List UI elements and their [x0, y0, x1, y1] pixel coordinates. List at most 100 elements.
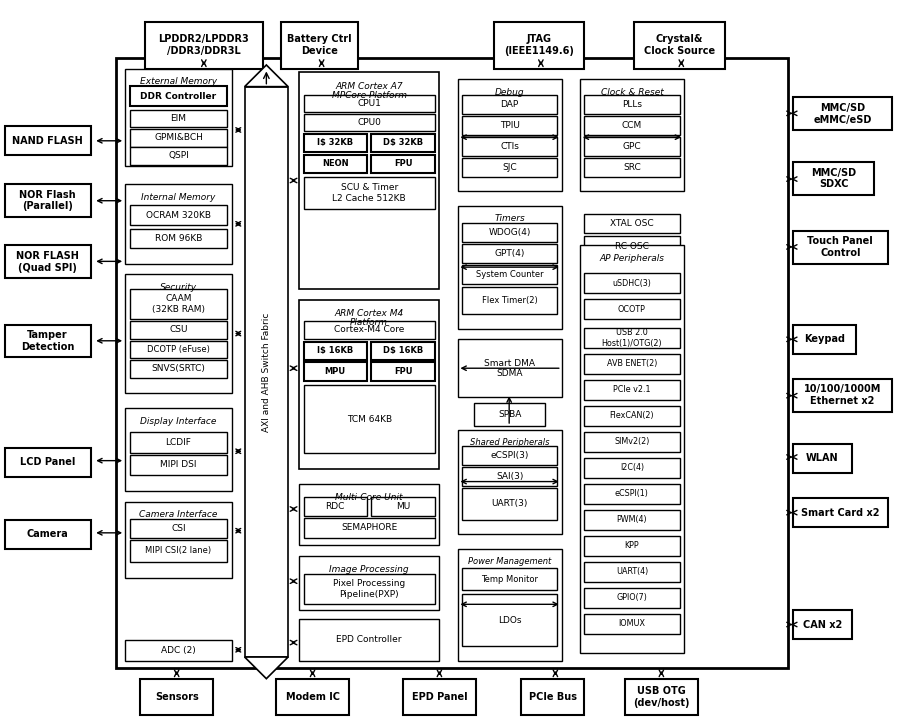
- FancyBboxPatch shape: [140, 679, 213, 715]
- Text: Flex Timer(2): Flex Timer(2): [482, 296, 537, 305]
- Text: SIMv2(2): SIMv2(2): [614, 438, 650, 446]
- Text: Security: Security: [160, 283, 197, 292]
- FancyBboxPatch shape: [130, 86, 227, 106]
- FancyBboxPatch shape: [5, 325, 91, 357]
- FancyBboxPatch shape: [371, 342, 435, 360]
- FancyBboxPatch shape: [299, 556, 439, 610]
- FancyBboxPatch shape: [462, 265, 557, 284]
- FancyBboxPatch shape: [793, 610, 852, 639]
- FancyBboxPatch shape: [462, 594, 557, 646]
- Text: CCM: CCM: [622, 121, 642, 130]
- FancyBboxPatch shape: [371, 155, 435, 173]
- Text: NAND FLASH: NAND FLASH: [12, 136, 83, 146]
- Polygon shape: [245, 657, 288, 679]
- Text: CAN x2: CAN x2: [803, 619, 842, 630]
- Text: UART(4): UART(4): [616, 567, 648, 576]
- FancyBboxPatch shape: [462, 95, 557, 114]
- Text: ARM Cortex A7: ARM Cortex A7: [335, 82, 403, 90]
- FancyBboxPatch shape: [304, 574, 435, 604]
- Text: Cortex-M4 Core: Cortex-M4 Core: [334, 326, 404, 334]
- Text: I2C(4): I2C(4): [620, 464, 644, 472]
- Text: Multi-Core Unit: Multi-Core Unit: [335, 493, 403, 502]
- FancyBboxPatch shape: [281, 22, 358, 69]
- FancyBboxPatch shape: [584, 536, 680, 556]
- FancyBboxPatch shape: [130, 360, 227, 378]
- FancyBboxPatch shape: [625, 679, 698, 715]
- FancyBboxPatch shape: [276, 679, 349, 715]
- FancyBboxPatch shape: [371, 497, 435, 516]
- Text: QSPI: QSPI: [169, 152, 188, 160]
- Text: SCU & Timer
L2 Cache 512KB: SCU & Timer L2 Cache 512KB: [333, 183, 406, 203]
- Text: uSDHC(3): uSDHC(3): [612, 279, 651, 287]
- Text: Modem IC: Modem IC: [285, 692, 340, 702]
- FancyBboxPatch shape: [116, 58, 788, 668]
- FancyBboxPatch shape: [521, 679, 584, 715]
- FancyBboxPatch shape: [130, 432, 227, 453]
- Text: CTIs: CTIs: [500, 142, 519, 151]
- FancyBboxPatch shape: [130, 455, 227, 475]
- FancyBboxPatch shape: [462, 467, 557, 486]
- Text: GPMI&BCH: GPMI&BCH: [154, 134, 203, 142]
- Text: ADC (2): ADC (2): [161, 646, 196, 655]
- FancyBboxPatch shape: [584, 406, 680, 426]
- FancyBboxPatch shape: [580, 79, 684, 191]
- Text: PCIe Bus: PCIe Bus: [529, 692, 576, 702]
- FancyBboxPatch shape: [584, 95, 680, 114]
- FancyBboxPatch shape: [793, 379, 892, 412]
- FancyBboxPatch shape: [793, 325, 856, 354]
- Text: I$ 32KB: I$ 32KB: [317, 139, 353, 147]
- Text: I$ 16KB: I$ 16KB: [317, 347, 353, 355]
- Text: SJC: SJC: [502, 163, 517, 172]
- FancyBboxPatch shape: [245, 87, 288, 657]
- FancyBboxPatch shape: [304, 134, 367, 152]
- Text: PLLs: PLLs: [622, 100, 642, 109]
- Text: FPU: FPU: [394, 160, 412, 168]
- FancyBboxPatch shape: [304, 385, 435, 453]
- Text: Sensors: Sensors: [155, 692, 198, 702]
- FancyBboxPatch shape: [584, 614, 680, 634]
- FancyBboxPatch shape: [304, 518, 435, 538]
- Text: NEON: NEON: [322, 160, 349, 168]
- FancyBboxPatch shape: [634, 22, 725, 69]
- Text: EPD Controller: EPD Controller: [336, 635, 402, 644]
- Text: MIPI CSI(2 lane): MIPI CSI(2 lane): [146, 547, 211, 555]
- FancyBboxPatch shape: [462, 446, 557, 465]
- FancyBboxPatch shape: [299, 300, 439, 469]
- FancyBboxPatch shape: [145, 22, 263, 69]
- FancyBboxPatch shape: [584, 158, 680, 177]
- Text: XTAL OSC: XTAL OSC: [610, 219, 654, 228]
- Text: Camera: Camera: [26, 529, 69, 539]
- FancyBboxPatch shape: [125, 69, 232, 166]
- FancyBboxPatch shape: [793, 231, 888, 264]
- Text: eCSPI(3): eCSPI(3): [490, 451, 529, 460]
- FancyBboxPatch shape: [584, 588, 680, 608]
- Text: SPBA: SPBA: [498, 410, 521, 419]
- Text: WLAN: WLAN: [805, 453, 839, 464]
- FancyBboxPatch shape: [584, 299, 680, 319]
- Text: Pixel Processing
Pipeline(PXP): Pixel Processing Pipeline(PXP): [333, 580, 405, 599]
- FancyBboxPatch shape: [462, 137, 557, 156]
- FancyBboxPatch shape: [304, 155, 367, 173]
- Text: LCDIF: LCDIF: [166, 438, 191, 447]
- FancyBboxPatch shape: [299, 72, 439, 289]
- Text: Crystal&
Clock Source: Crystal& Clock Source: [644, 35, 715, 56]
- FancyBboxPatch shape: [125, 184, 232, 264]
- Text: MIPI DSI: MIPI DSI: [160, 461, 197, 469]
- FancyBboxPatch shape: [403, 679, 476, 715]
- Text: 10/100/1000M
Ethernet x2: 10/100/1000M Ethernet x2: [804, 385, 882, 406]
- FancyBboxPatch shape: [130, 229, 227, 248]
- FancyBboxPatch shape: [458, 79, 562, 191]
- FancyBboxPatch shape: [793, 97, 892, 130]
- Text: Tamper
Detection: Tamper Detection: [21, 331, 74, 352]
- Text: DDR Controller: DDR Controller: [140, 92, 217, 100]
- Text: MU: MU: [396, 503, 410, 511]
- Text: MPU: MPU: [324, 367, 346, 376]
- Text: SRC: SRC: [623, 163, 641, 172]
- FancyBboxPatch shape: [130, 341, 227, 358]
- Text: Temp Monitor: Temp Monitor: [481, 575, 538, 583]
- Text: NOR Flash
(Parallel): NOR Flash (Parallel): [19, 190, 76, 211]
- FancyBboxPatch shape: [462, 568, 557, 590]
- FancyBboxPatch shape: [130, 129, 227, 147]
- Text: EPD Panel: EPD Panel: [411, 692, 467, 702]
- FancyBboxPatch shape: [462, 223, 557, 242]
